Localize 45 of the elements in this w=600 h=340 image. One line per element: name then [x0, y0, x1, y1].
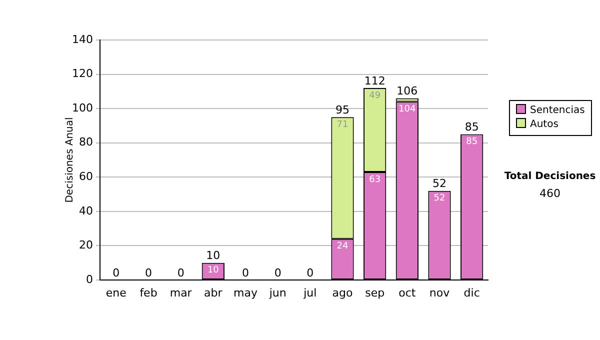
data-label: 52 [434, 194, 446, 204]
y-tick-label: 80 [79, 136, 93, 149]
total-label: 0 [112, 266, 120, 280]
x-tick-label: jun [268, 286, 286, 300]
x-tick-label: ago [332, 286, 353, 300]
data-label: 10 [207, 266, 220, 276]
legend-label: Autos [529, 118, 560, 132]
legend-label: Sentencias [529, 104, 585, 118]
x-tick-label: sep [365, 286, 385, 300]
data-label: 71 [336, 120, 348, 130]
data-label: 63 [369, 174, 381, 185]
y-tick-label: 40 [79, 204, 93, 218]
total-label: 52 [432, 177, 446, 190]
total-label: 95 [336, 104, 350, 116]
data-label: 85 [466, 137, 478, 148]
data-label: 24 [336, 242, 348, 252]
x-tick-label: feb [140, 286, 158, 300]
total-label: 106 [396, 84, 418, 98]
y-tick-label: 140 [72, 32, 93, 46]
y-axis-title: Decisiones Anual [64, 117, 76, 203]
total-label: 112 [364, 74, 386, 88]
x-tick-label: oct [398, 286, 416, 300]
x-tick-label: mar [170, 286, 192, 300]
total-label: 0 [274, 266, 282, 280]
data-label: 104 [398, 104, 416, 115]
y-tick-label: 60 [79, 170, 93, 183]
x-tick-label: abr [204, 286, 223, 300]
text: 460 [538, 187, 562, 200]
y-tick-label: 100 [72, 101, 93, 114]
x-tick-label: ene [106, 286, 127, 300]
y-tick-label: 120 [72, 67, 93, 80]
y-tick-label: 0 [86, 272, 93, 286]
x-tick-label: dic [464, 286, 480, 300]
total-label: 0 [306, 266, 314, 280]
x-tick-label: jul [302, 286, 317, 300]
x-tick-label: may [234, 286, 258, 300]
y-tick-label: 20 [79, 238, 93, 252]
total-label: 0 [242, 266, 249, 280]
total-label: 85 [464, 120, 479, 134]
total-label: 10 [206, 249, 220, 262]
total-label: 0 [145, 266, 152, 280]
x-tick-label: nov [429, 286, 450, 300]
data-label: 49 [369, 90, 381, 101]
text: Total Decisiones [503, 171, 597, 182]
total-label: 0 [177, 266, 184, 280]
